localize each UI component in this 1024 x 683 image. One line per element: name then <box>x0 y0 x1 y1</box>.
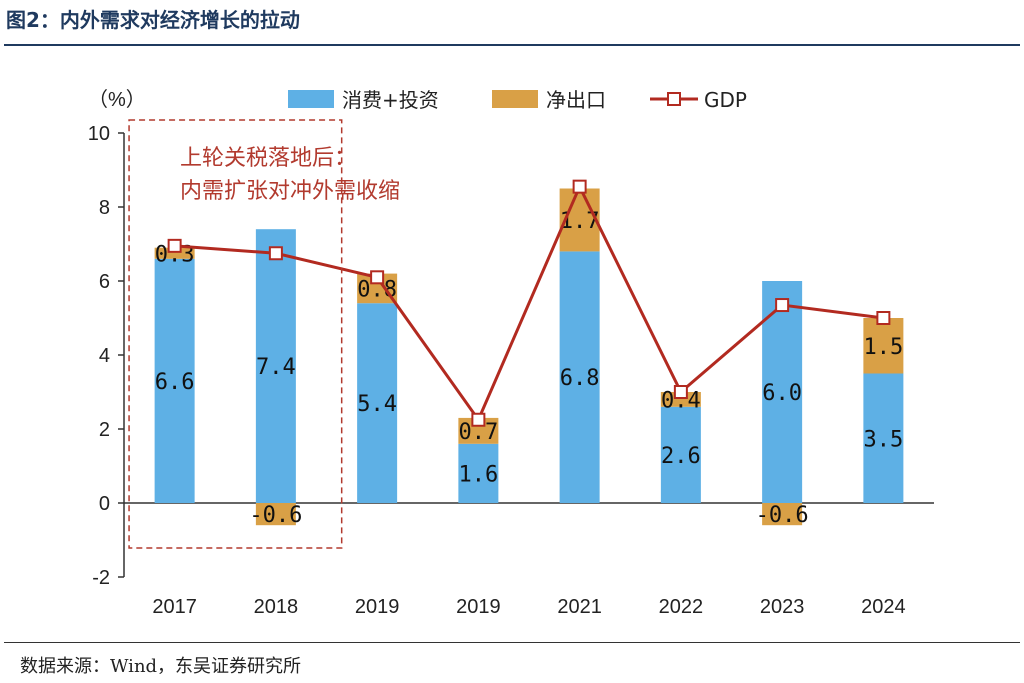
legend-marker-gdp <box>667 92 681 106</box>
data-label-domestic: 2.6 <box>661 444 701 469</box>
legend-swatch-net-exports <box>492 90 538 108</box>
bar-domestic-demand <box>559 251 600 503</box>
y-tick-label: 4 <box>99 345 110 367</box>
y-tick-label: 2 <box>99 419 110 441</box>
data-label-domestic: 6.8 <box>560 366 600 391</box>
y-axis-unit: （%） <box>88 88 146 111</box>
data-label-domestic: 3.5 <box>864 427 904 452</box>
x-tick-label: 2021 <box>557 596 602 618</box>
x-tick-label: 2017 <box>152 596 197 618</box>
x-tick-label: 2018 <box>254 596 299 618</box>
x-tick-label: 2022 <box>659 596 704 618</box>
gdp-marker <box>370 270 385 285</box>
y-tick-label: 0 <box>99 493 110 515</box>
gdp-marker <box>268 246 283 261</box>
figure-title: 图2：内外需求对经济增长的拉动 <box>6 8 300 32</box>
x-tick-label: 2023 <box>760 596 805 618</box>
bar-domestic-demand <box>357 303 398 503</box>
gdp-marker <box>471 412 486 427</box>
x-tick-label: 2024 <box>861 596 906 618</box>
bar-domestic-demand <box>660 406 701 503</box>
bar-net-exports <box>863 318 904 374</box>
y-tick-label: -2 <box>92 567 110 589</box>
bar-net-exports <box>762 503 803 526</box>
annotation-line-1: 上轮关税落地后： <box>180 146 356 171</box>
data-label-net-exports: 1.5 <box>864 335 904 360</box>
gdp-marker <box>572 179 587 194</box>
legend-label-gdp: GDP <box>704 88 747 112</box>
bar-domestic-demand <box>458 443 499 503</box>
annotation-line-2: 内需扩张对冲外需收缩 <box>180 179 400 204</box>
gdp-marker <box>673 385 688 399</box>
title-divider <box>4 44 1020 46</box>
data-label-domestic: 7.4 <box>256 355 296 380</box>
legend-label-net-exports: 净出口 <box>546 88 606 112</box>
data-label-domestic: 6.0 <box>762 381 802 406</box>
y-tick-label: 10 <box>88 123 110 145</box>
data-label-domestic: 1.6 <box>459 462 499 487</box>
bar-domestic-demand <box>255 229 296 503</box>
bar-net-exports <box>255 503 296 526</box>
data-label-net-exports: -0.6 <box>249 503 302 528</box>
chart: -20246810（%）6.60.320177.4-0.620185.40.82… <box>88 88 934 618</box>
bar-net-exports <box>660 392 701 407</box>
gdp-marker <box>775 298 790 313</box>
footer-divider <box>4 642 1020 643</box>
gdp-marker <box>876 311 891 325</box>
y-tick-label: 6 <box>99 271 110 293</box>
y-tick-label: 8 <box>99 197 110 219</box>
bar-net-exports <box>154 247 195 259</box>
x-tick-label: 2019 <box>355 596 400 618</box>
legend-swatch-domestic <box>288 90 334 108</box>
data-label-net-exports: -0.6 <box>756 503 809 528</box>
data-label-domestic: 6.6 <box>155 370 195 395</box>
bar-domestic-demand <box>154 258 195 503</box>
source-note: 数据来源：Wind，东吴证券研究所 <box>20 656 302 677</box>
gdp-marker <box>167 238 182 253</box>
bar-domestic-demand <box>863 373 904 503</box>
gdp-line <box>174 183 884 423</box>
data-label-domestic: 5.4 <box>357 392 397 417</box>
x-tick-label: 2019 <box>456 596 501 618</box>
legend-label-domestic: 消费+投资 <box>342 88 439 112</box>
